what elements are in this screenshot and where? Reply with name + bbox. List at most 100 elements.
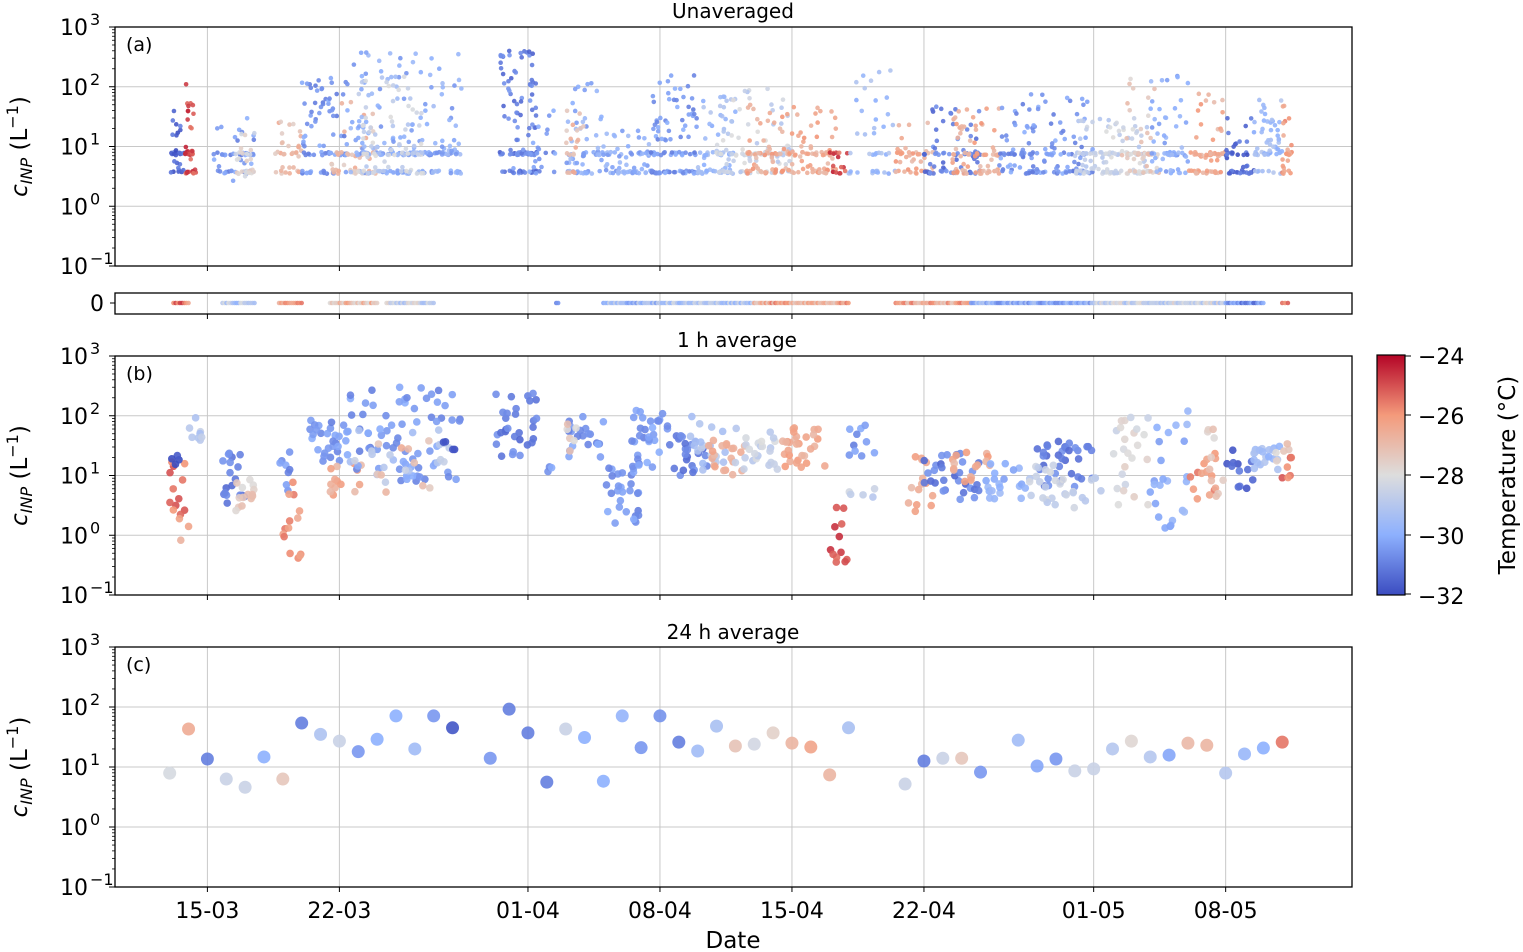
data-point-24h [332,734,346,748]
data-point-unaveraged [1173,124,1179,129]
data-point-unaveraged [381,168,386,174]
data-point-unaveraged [1148,169,1153,174]
data-point-unaveraged [953,107,958,112]
data-point-1h [628,437,636,445]
data-point-unaveraged [1130,127,1136,132]
data-point-unaveraged [629,152,635,157]
data-point-1h [448,416,456,424]
data-point-unaveraged [1053,138,1058,143]
data-point-unaveraged [1183,120,1189,125]
data-point-unaveraged [384,79,389,85]
data-point-24h [219,772,233,786]
data-point-unaveraged [582,116,588,121]
data-point-unaveraged [1215,151,1221,157]
data-point-1h [924,469,932,477]
x-tick-label: 22-03 [307,899,371,924]
data-point-unaveraged [1169,152,1175,157]
data-point-unaveraged [769,102,774,107]
data-point-unaveraged [604,131,610,137]
data-point-unaveraged [279,140,285,146]
data-point-1h [636,407,645,416]
data-point-unaveraged [296,154,301,159]
data-point-unaveraged [954,121,959,127]
data-point-unaveraged [1058,152,1064,157]
data-point-1h [246,475,254,484]
data-point-unaveraged [701,104,706,110]
data-point-unaveraged [719,113,725,119]
data-point-unaveraged [993,152,999,158]
data-point-1h [1242,484,1251,493]
data-point-unaveraged [691,73,697,78]
data-point-1h [1132,425,1141,433]
data-point-unaveraged [745,151,751,156]
y-tick-label: 10 [60,756,88,781]
data-point-unaveraged [610,170,616,176]
data-point-unaveraged [868,78,874,83]
data-point-unaveraged [1096,166,1101,172]
data-point-unaveraged [721,94,726,100]
data-point-unaveraged [1175,74,1180,80]
data-point-unaveraged [1006,151,1011,157]
data-point-1h [1025,477,1034,486]
data-point-unaveraged [1097,116,1103,122]
data-point-unaveraged [439,91,445,97]
data-point-1h [849,441,858,450]
data-point-unaveraged [181,167,186,173]
data-point-unaveraged [747,158,753,164]
data-point-unaveraged [1005,164,1011,169]
data-point-unaveraged [211,151,217,157]
data-point-unaveraged [398,55,403,61]
data-point-unaveraged [501,81,507,86]
data-point-unaveraged [1277,119,1282,125]
data-point-unaveraged [1206,92,1211,97]
data-point-24h [785,736,799,750]
data-point-1h [185,424,194,432]
data-point-1h [1219,476,1227,485]
data-point-unaveraged [513,70,519,75]
data-point-1h [985,494,994,502]
data-point-unaveraged [979,121,984,126]
data-point-unaveraged [1019,150,1025,155]
data-point-unaveraged [603,167,609,173]
data-point-unaveraged [1267,142,1273,147]
data-point-unaveraged [664,120,670,125]
data-point-unaveraged [585,81,590,87]
data-point-1h [1017,494,1025,503]
data-point-1h [982,476,990,485]
data-point-unaveraged [1041,158,1047,163]
data-point-unaveraged [970,114,976,120]
data-point-unaveraged [1048,121,1054,126]
data-point-1h [1180,508,1189,516]
data-point-unaveraged [1193,171,1199,176]
data-point-unaveraged [529,62,535,68]
data-point-1h [1083,442,1091,451]
data-point-unaveraged [363,71,369,77]
data-point-unaveraged [396,87,401,93]
data-point-1h [802,459,811,467]
data-point-zero [252,300,257,306]
data-point-unaveraged [341,162,347,168]
data-point-unaveraged [1110,135,1116,140]
data-point-unaveraged [411,143,417,149]
data-point-1h [1274,465,1282,474]
data-point-unaveraged [1271,170,1276,175]
data-point-1h [1091,474,1100,482]
data-point-unaveraged [754,140,760,146]
data-point-unaveraged [1204,152,1209,158]
data-point-unaveraged [608,149,614,155]
data-point-1h [1069,488,1078,497]
data-point-1h [665,440,674,449]
data-point-unaveraged [665,78,671,84]
data-point-unaveraged [594,88,600,94]
data-point-1h [618,469,627,477]
data-point-1h [1228,446,1237,455]
data-point-unaveraged [617,160,623,165]
data-point-1h [938,463,946,472]
data-point-unaveraged [390,83,396,88]
data-point-1h [955,468,964,477]
data-point-unaveraged [1172,106,1178,111]
data-point-unaveraged [990,145,996,150]
data-point-unaveraged [765,86,770,92]
data-point-unaveraged [190,102,196,108]
data-point-unaveraged [938,106,944,112]
